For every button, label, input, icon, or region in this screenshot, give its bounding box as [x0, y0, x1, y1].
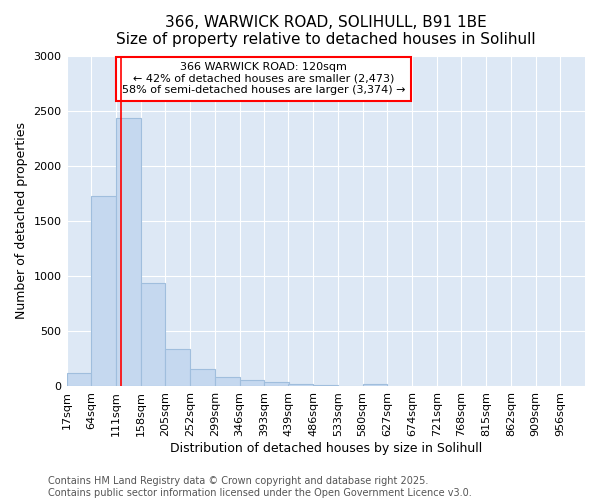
Bar — [313, 385, 338, 386]
Bar — [289, 384, 313, 386]
Text: Contains HM Land Registry data © Crown copyright and database right 2025.
Contai: Contains HM Land Registry data © Crown c… — [48, 476, 472, 498]
Bar — [116, 118, 140, 386]
Y-axis label: Number of detached properties: Number of detached properties — [15, 122, 28, 320]
Bar — [264, 382, 289, 386]
Text: 366 WARWICK ROAD: 120sqm
← 42% of detached houses are smaller (2,473)
58% of sem: 366 WARWICK ROAD: 120sqm ← 42% of detach… — [122, 62, 406, 96]
Bar — [190, 369, 215, 386]
Bar — [67, 373, 91, 386]
Bar — [215, 377, 239, 386]
Title: 366, WARWICK ROAD, SOLIHULL, B91 1BE
Size of property relative to detached house: 366, WARWICK ROAD, SOLIHULL, B91 1BE Siz… — [116, 15, 536, 48]
X-axis label: Distribution of detached houses by size in Solihull: Distribution of detached houses by size … — [170, 442, 482, 455]
Bar — [140, 283, 166, 387]
Bar — [362, 384, 387, 386]
Bar — [239, 380, 264, 386]
Bar — [91, 196, 116, 386]
Bar — [166, 349, 190, 387]
